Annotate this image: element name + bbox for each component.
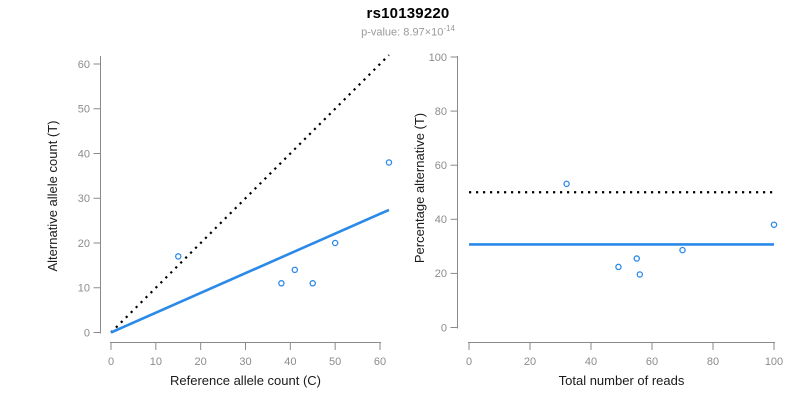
x-axis-title: Reference allele count (C) <box>170 373 321 388</box>
y-tick-label: 60 <box>435 160 447 172</box>
x-axis-title: Total number of reads <box>559 373 685 388</box>
y-tick-label: 20 <box>435 268 447 280</box>
data-point <box>633 255 641 262</box>
data-point <box>563 180 570 188</box>
x-tick-label: 40 <box>585 356 597 368</box>
data-point <box>331 239 339 247</box>
x-tick-label: 0 <box>466 356 472 368</box>
x-tick-label: 0 <box>108 356 114 368</box>
y-axis-title: Alternative allele count (T) <box>45 120 60 271</box>
data-point <box>174 253 182 260</box>
data-point <box>679 246 686 254</box>
y-tick-label: 0 <box>84 327 90 339</box>
y-tick-label: 40 <box>435 214 447 226</box>
y-tick-label: 40 <box>78 148 90 160</box>
pvalue-text: p-value: 8.97×10 <box>361 26 444 39</box>
x-tick-label: 100 <box>765 356 783 368</box>
y-tick-label: 0 <box>441 322 447 334</box>
x-tick-label: 30 <box>239 356 251 368</box>
x-tick-label: 20 <box>195 356 207 368</box>
figure-title: rs10139220 <box>366 5 450 22</box>
x-tick-label: 60 <box>374 356 386 368</box>
data-point <box>291 266 299 274</box>
y-tick-label: 80 <box>435 106 447 118</box>
data-point <box>309 280 316 287</box>
figure-header: rs10139220 p-value: 8.97×10-14 <box>8 5 800 39</box>
y-tick-label: 60 <box>78 59 90 71</box>
data-point <box>615 263 622 271</box>
data-point <box>770 221 778 228</box>
pvalue-exponent: -14 <box>443 24 455 33</box>
y-axis-title: Percentage alternative (T) <box>412 113 427 263</box>
x-tick-label: 40 <box>284 356 296 368</box>
data-point <box>636 271 644 278</box>
data-point <box>385 159 393 166</box>
figure-subtitle: p-value: 8.97×10-14 <box>8 24 800 39</box>
y-tick-label: 20 <box>78 238 90 250</box>
y-tick-label: 30 <box>78 193 90 205</box>
x-tick-label: 60 <box>646 356 658 368</box>
x-tick-label: 20 <box>524 356 536 368</box>
x-tick-label: 80 <box>707 356 719 368</box>
x-tick-label: 10 <box>150 356 162 368</box>
y-tick-label: 50 <box>78 104 90 116</box>
identity-line <box>110 54 390 334</box>
y-tick-label: 100 <box>429 52 447 64</box>
data-point <box>278 280 285 287</box>
fit-line <box>110 208 390 334</box>
y-tick-label: 10 <box>78 283 90 295</box>
x-tick-label: 50 <box>329 356 341 368</box>
